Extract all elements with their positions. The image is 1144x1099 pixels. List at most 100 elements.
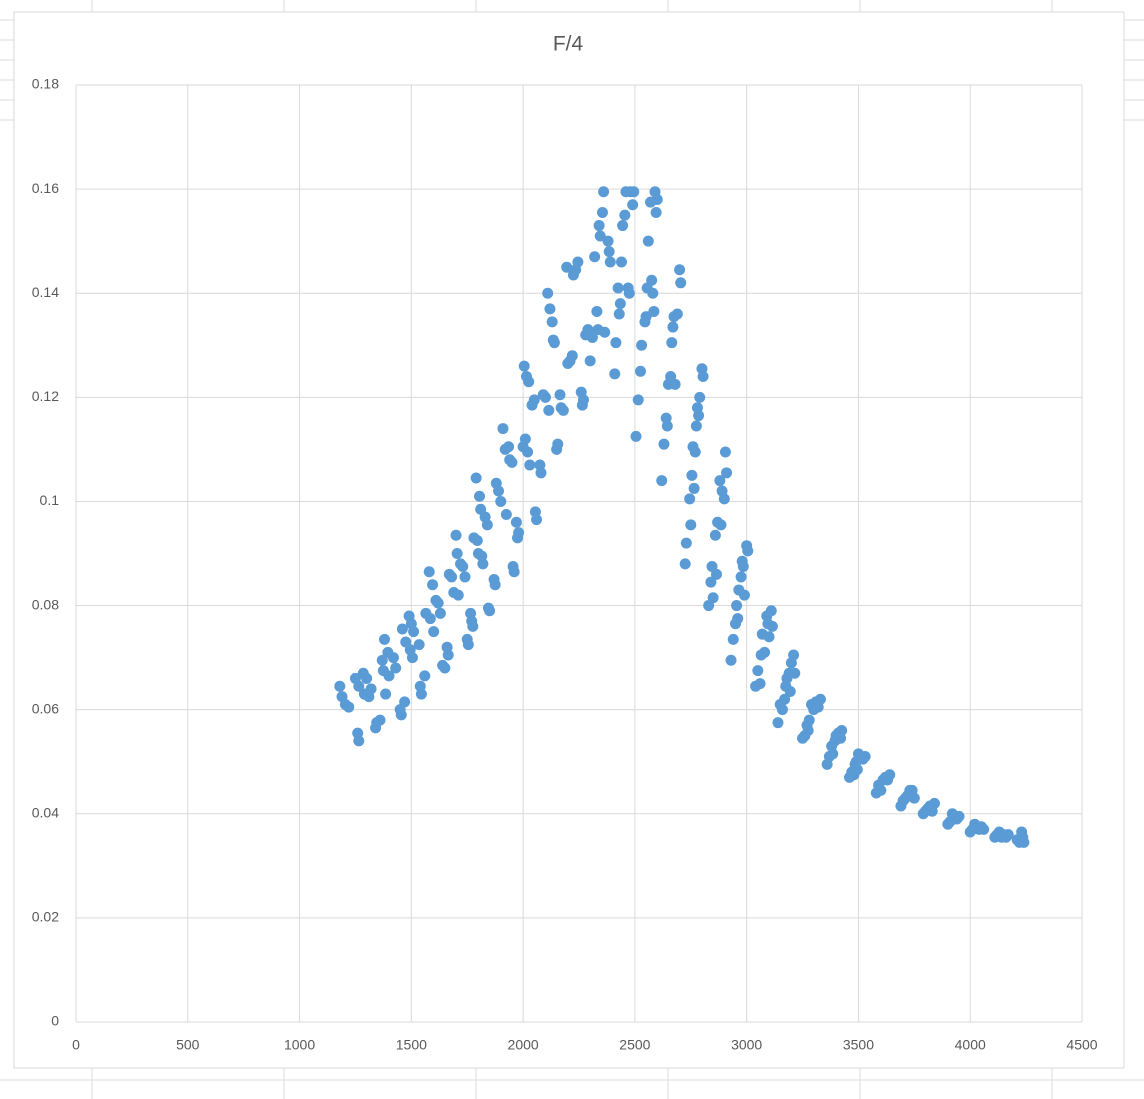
- data-point: [803, 714, 815, 726]
- data-point: [630, 430, 642, 442]
- data-point: [452, 589, 464, 601]
- data-point: [689, 446, 701, 458]
- data-point: [508, 566, 520, 578]
- data-point: [776, 704, 788, 716]
- data-point: [884, 769, 896, 781]
- data-point: [572, 256, 584, 268]
- x-tick-label: 1000: [284, 1037, 315, 1053]
- data-point: [434, 607, 446, 619]
- data-point: [596, 207, 608, 219]
- y-tick-label: 0.04: [32, 804, 59, 820]
- data-point: [714, 475, 726, 487]
- data-point: [557, 404, 569, 416]
- data-point: [528, 394, 540, 406]
- y-tick-label: 0.16: [32, 180, 59, 196]
- data-point: [978, 823, 990, 835]
- data-point: [593, 220, 605, 232]
- data-point: [675, 277, 687, 289]
- y-tick-label: 0.06: [32, 700, 59, 716]
- data-point: [732, 613, 744, 625]
- data-point: [598, 186, 610, 198]
- data-point: [632, 394, 644, 406]
- data-point: [928, 797, 940, 809]
- data-point: [531, 514, 543, 526]
- data-point: [577, 394, 589, 406]
- data-point: [686, 469, 698, 481]
- data-point: [623, 287, 635, 299]
- data-point: [334, 680, 346, 692]
- chart: F/4 0 0.02 0.04 0.06 0.08 0.1 0.12 0.14 0.16 0.18…: [32, 33, 1098, 1053]
- data-point: [599, 326, 611, 338]
- data-point: [427, 579, 439, 591]
- data-point: [615, 256, 627, 268]
- data-point: [361, 672, 373, 684]
- data-point: [450, 529, 462, 541]
- data-point: [406, 652, 418, 664]
- data-point: [471, 534, 483, 546]
- data-point: [383, 670, 395, 682]
- data-point: [612, 282, 624, 294]
- data-point: [779, 693, 791, 705]
- data-point: [481, 519, 493, 531]
- data-point: [591, 305, 603, 317]
- data-point: [365, 683, 377, 695]
- data-point: [374, 714, 386, 726]
- data-point: [609, 368, 621, 380]
- data-point: [647, 287, 659, 299]
- chart-area: [13, 11, 1125, 1069]
- data-point: [442, 649, 454, 661]
- data-point: [693, 410, 705, 422]
- data-point: [694, 391, 706, 403]
- data-point: [513, 527, 525, 539]
- data-point: [836, 724, 848, 736]
- x-tick-label: 3500: [843, 1037, 874, 1053]
- data-point: [754, 678, 766, 690]
- data-point: [669, 378, 681, 390]
- data-point: [707, 592, 719, 604]
- data-point: [650, 207, 662, 219]
- data-point: [586, 331, 598, 343]
- data-point: [546, 316, 558, 328]
- data-point: [642, 235, 654, 247]
- data-point: [470, 472, 482, 484]
- data-point: [506, 456, 518, 468]
- data-point: [709, 529, 721, 541]
- data-point: [671, 308, 683, 320]
- x-tick-label: 2500: [619, 1037, 650, 1053]
- data-point: [735, 571, 747, 583]
- data-point: [376, 654, 388, 666]
- data-point: [859, 751, 871, 763]
- data-point: [539, 391, 551, 403]
- data-point: [489, 579, 501, 591]
- data-point: [697, 371, 709, 383]
- data-point: [467, 620, 479, 632]
- x-tick-label: 2000: [508, 1037, 539, 1053]
- data-point: [718, 493, 730, 505]
- data-point: [548, 337, 560, 349]
- data-point: [679, 558, 691, 570]
- data-point: [423, 566, 435, 578]
- data-point: [738, 589, 750, 601]
- data-point: [651, 194, 663, 206]
- data-point: [875, 784, 887, 796]
- data-point: [602, 235, 614, 247]
- data-point: [535, 467, 547, 479]
- data-point: [752, 665, 764, 677]
- data-point: [380, 688, 392, 700]
- data-point: [561, 261, 573, 273]
- data-point: [566, 350, 578, 362]
- x-tick-label: 4500: [1066, 1037, 1097, 1053]
- data-point: [413, 639, 425, 651]
- y-tick-label: 0.12: [32, 388, 59, 404]
- data-point: [500, 508, 512, 520]
- data-point: [685, 519, 697, 531]
- data-point: [457, 561, 469, 573]
- data-point: [658, 438, 670, 450]
- data-point: [432, 597, 444, 609]
- data-point: [408, 626, 420, 638]
- data-point: [390, 662, 402, 674]
- data-point: [1018, 836, 1030, 848]
- x-tick-label: 1500: [396, 1037, 427, 1053]
- data-point: [519, 433, 531, 445]
